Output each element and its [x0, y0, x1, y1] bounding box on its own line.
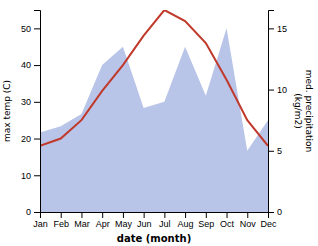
tick-mark [268, 212, 274, 213]
tick-mark [268, 28, 274, 29]
tick-mark [34, 139, 40, 140]
tick-mark [268, 151, 274, 152]
tick: Mar [74, 212, 90, 229]
tick-label: 5 [277, 146, 282, 156]
tick: Jul [159, 212, 171, 229]
tick-label: Aug [178, 219, 194, 229]
tick-mark [185, 212, 186, 218]
tick-label: 10 [277, 85, 287, 95]
tick: 0 [26, 207, 40, 217]
tick: Jan [33, 212, 48, 229]
tick-label: 20 [21, 134, 31, 144]
tick-mark [247, 212, 248, 218]
tick-label: Apr [96, 219, 110, 229]
tick-label: Dec [260, 219, 277, 229]
tick: Feb [53, 212, 69, 229]
tick-mark [268, 90, 274, 91]
tick: 10 [21, 171, 40, 181]
tick-label: 10 [21, 171, 31, 181]
tick: 40 [21, 60, 40, 70]
tick: 0 [268, 207, 282, 217]
y2-axis-title-line: (kg/m2) [293, 93, 303, 128]
y2-axis-title-line: med. precipitation [304, 70, 314, 152]
tick-mark [34, 28, 40, 29]
area [40, 28, 268, 212]
plot: JanFebMarAprMayJunJulAugSepOctNovDec0102… [2, 10, 314, 244]
tick-mark [34, 175, 40, 176]
tick-mark [61, 212, 62, 218]
line [40, 10, 268, 146]
y-axis-title: max temp (C) [2, 80, 12, 142]
tick-mark [81, 212, 82, 218]
tick: Aug [178, 212, 194, 229]
tick: 15 [268, 24, 287, 34]
tick-label: Nov [240, 219, 257, 229]
x-axis: Jan Feb Mar Apr May Jun Jul Aug Sep Oct NovDec [33, 212, 277, 229]
tick-label: Feb [53, 219, 69, 229]
axis-line [34, 11, 41, 213]
tick-label: 40 [21, 60, 31, 70]
tick-label: May [115, 219, 133, 229]
tick: 50 [21, 24, 40, 34]
tick: Sep [198, 212, 214, 229]
tick: Dec [260, 212, 277, 229]
tick: Jun [137, 212, 152, 229]
y2-axis: 0 5 10 15 [268, 11, 287, 218]
tick-label: 0 [277, 207, 282, 217]
tick: 5 [268, 146, 282, 156]
tick-label: 0 [26, 207, 31, 217]
tick: Nov [240, 212, 257, 229]
tick-label: Sep [198, 219, 214, 229]
axis-line [41, 213, 269, 219]
tick: Oct [220, 212, 235, 229]
tick-mark [34, 65, 40, 66]
tick-mark [206, 212, 207, 218]
tick-mark [123, 212, 124, 218]
x-axis-title: date (month) [117, 233, 191, 244]
tick-mark [164, 212, 165, 218]
tick-mark [144, 212, 145, 218]
axis-line [269, 11, 275, 213]
tick: Apr [96, 212, 110, 229]
tick: 30 [21, 97, 40, 107]
tick: 20 [21, 134, 40, 144]
tick-label: 30 [21, 97, 31, 107]
y2-axis-title: med. precipitation(kg/m2) [293, 70, 314, 152]
tick-label: Oct [220, 219, 235, 229]
tick-mark [227, 212, 228, 218]
tick-mark [34, 102, 40, 103]
chart: JanFebMarAprMayJunJulAugSepOctNovDec0102… [0, 0, 318, 246]
y-axis: 0 10 20 30 40 50 [21, 11, 41, 218]
tick-label: Jun [137, 219, 152, 229]
tick-mark [102, 212, 103, 218]
tick-mark [34, 212, 40, 213]
tick-label: 50 [21, 24, 31, 34]
tick: May [115, 212, 133, 229]
tick: 10 [268, 85, 287, 95]
tick-label: Jul [159, 219, 171, 229]
tick-label: Mar [74, 219, 90, 229]
marks [40, 10, 268, 212]
tick-label: Jan [33, 219, 48, 229]
tick-label: 15 [277, 24, 287, 34]
